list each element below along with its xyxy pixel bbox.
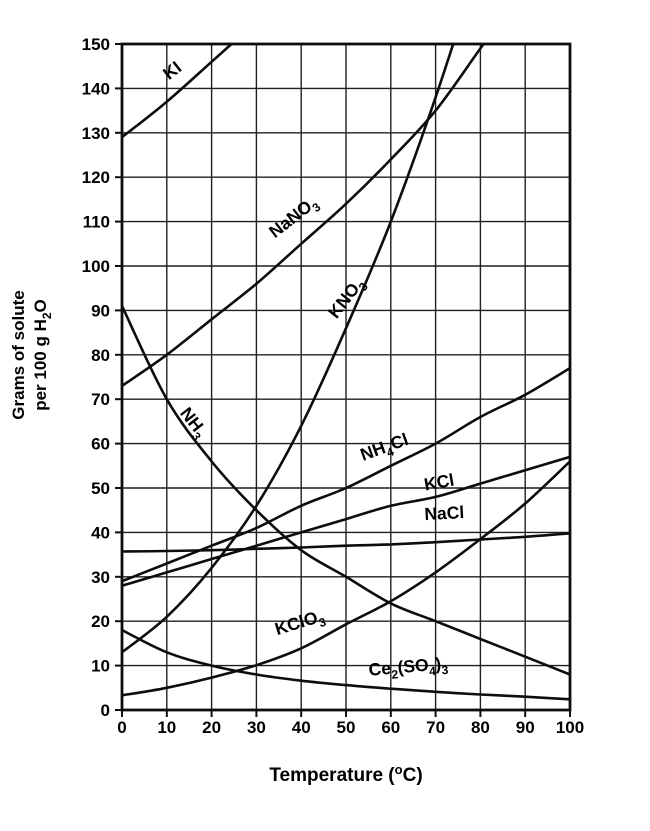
curve-nh3 [122,304,570,676]
curve-nano3 [122,44,486,388]
y-tick-label: 110 [83,213,110,232]
y-tick-label: 130 [82,124,110,143]
grid [121,43,571,711]
curve-label-kcl: KCl [422,470,455,495]
y-tick-label: 80 [91,346,110,365]
x-tick-label: 60 [381,718,400,737]
y-tick-label: 70 [91,390,110,409]
curve-label-nh3: NH3 [173,403,212,443]
y-axis-title-line: Grams of solute [9,290,28,419]
curve-label-ce2so43: Ce2(SO4)3 [368,653,449,684]
y-tick-label: 90 [91,301,110,320]
curve-kno3 [122,44,455,654]
x-tick-label: 10 [157,718,176,737]
x-tick-label: 80 [471,718,490,737]
x-tick-label: 100 [556,718,584,737]
y-tick-label: 140 [82,79,110,98]
x-axis-tick-labels: 0 10 20 30 40 50 60 70 80 90 100 [117,718,584,737]
y-tick-label: 100 [82,257,110,276]
y-tick-label: 120 [82,168,110,187]
y-tick-label: 150 [82,35,110,54]
curve-label-nano3: NaNO3 [265,192,324,245]
curve-ki [122,44,234,139]
y-axis-title: Grams of solute per 100 g H2O [9,290,54,419]
y-tick-label: 50 [91,479,110,498]
y-tick-label: 30 [91,568,110,587]
solubility-curves [122,44,570,701]
x-tick-label: 0 [117,718,126,737]
x-tick-label: 90 [516,718,535,737]
y-tick-label: 40 [91,523,110,542]
x-tick-label: 40 [292,718,311,737]
y-axis-tick-labels: 0 10 20 30 40 50 60 70 80 90 100 110 120 130 140 150 [82,35,110,720]
y-tick-label: 20 [91,612,110,631]
y-tick-label: 60 [91,435,110,454]
axis-tick-marks [115,43,571,717]
curve-nacl [122,532,570,553]
x-tick-label: 50 [337,718,356,737]
curve-kcl [122,455,570,587]
plot-frame [120,42,572,712]
curve-label-kno3: KNO3 [324,273,371,324]
x-tick-label: 30 [247,718,266,737]
y-tick-label: 0 [101,701,110,720]
curve-label-nh4cl: NH4Cl [358,429,413,468]
curve-label-ki: KI [159,57,185,84]
x-tick-label: 20 [202,718,221,737]
curve-label-kclo3: KClO3 [272,605,328,643]
curve-label-nacl: NaCl [424,502,465,524]
y-axis-title-line: per 100 g H2O [31,299,54,411]
y-tick-label: 10 [91,657,110,676]
x-tick-label: 70 [426,718,445,737]
x-axis-title: Temperature (oC) [269,762,422,786]
curve-kclo3 [122,460,570,697]
curve-ce2so43 [122,628,570,701]
